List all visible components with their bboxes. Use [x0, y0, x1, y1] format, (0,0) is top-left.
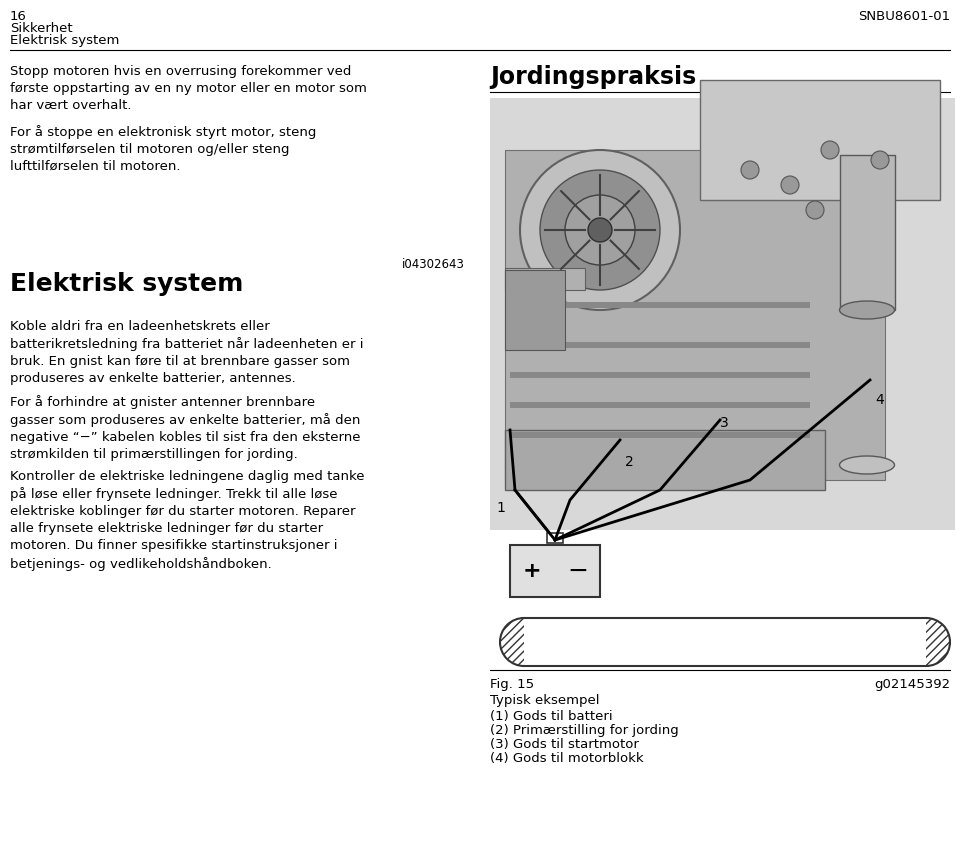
Text: i04302643: i04302643 — [402, 258, 465, 271]
Bar — [505, 150, 885, 480]
Bar — [510, 545, 600, 597]
Text: Elektrisk system: Elektrisk system — [10, 272, 244, 296]
Bar — [510, 372, 810, 378]
Text: 3: 3 — [720, 416, 729, 430]
Text: Elektrisk system: Elektrisk system — [10, 34, 119, 47]
Text: +: + — [522, 561, 541, 581]
Text: (1) Gods til batteri: (1) Gods til batteri — [490, 710, 612, 723]
Circle shape — [588, 218, 612, 242]
Bar — [547, 533, 563, 543]
Circle shape — [565, 195, 635, 265]
Bar — [490, 98, 955, 530]
Bar — [510, 432, 810, 438]
Text: Kontroller de elektriske ledningene daglig med tanke
på løse eller frynsete ledn: Kontroller de elektriske ledningene dagl… — [10, 470, 365, 571]
Text: −: − — [567, 559, 588, 583]
Circle shape — [781, 176, 799, 194]
Circle shape — [520, 150, 680, 310]
Circle shape — [806, 201, 824, 219]
Text: 2: 2 — [625, 455, 634, 469]
Text: Stopp motoren hvis en overrusing forekommer ved
første oppstarting av en ny moto: Stopp motoren hvis en overrusing forekom… — [10, 65, 367, 112]
Circle shape — [871, 151, 889, 169]
Text: Jordingspraksis: Jordingspraksis — [490, 65, 696, 89]
Text: Koble aldri fra en ladeenhetskrets eller
batterikretsledning fra batteriet når l: Koble aldri fra en ladeenhetskrets eller… — [10, 320, 364, 386]
Circle shape — [741, 161, 759, 179]
Bar — [524, 618, 926, 666]
Ellipse shape — [500, 618, 548, 666]
Bar — [840, 155, 895, 310]
Bar — [510, 302, 810, 308]
Ellipse shape — [839, 456, 895, 474]
Text: 16: 16 — [10, 10, 27, 23]
Ellipse shape — [839, 301, 895, 319]
Bar — [700, 80, 940, 200]
Text: 1: 1 — [496, 501, 505, 515]
Bar — [505, 270, 565, 350]
Circle shape — [540, 170, 660, 290]
Text: SNBU8601-01: SNBU8601-01 — [858, 10, 950, 23]
Ellipse shape — [902, 618, 950, 666]
Text: (2) Primærstilling for jording: (2) Primærstilling for jording — [490, 724, 679, 737]
Text: For å forhindre at gnister antenner brennbare
gasser som produseres av enkelte b: For å forhindre at gnister antenner bren… — [10, 395, 361, 462]
Text: For å stoppe en elektronisk styrt motor, steng
strømtilførselen til motoren og/e: For å stoppe en elektronisk styrt motor,… — [10, 125, 317, 173]
Circle shape — [821, 141, 839, 159]
Bar — [505, 268, 585, 290]
Bar — [510, 342, 810, 348]
Text: (3) Gods til startmotor: (3) Gods til startmotor — [490, 738, 638, 751]
Bar — [505, 430, 825, 490]
Text: Fig. 15: Fig. 15 — [490, 678, 534, 691]
Text: (4) Gods til motorblokk: (4) Gods til motorblokk — [490, 752, 643, 765]
Text: 4: 4 — [875, 393, 884, 407]
Bar — [510, 402, 810, 408]
Text: Typisk eksempel: Typisk eksempel — [490, 694, 599, 707]
Text: g02145392: g02145392 — [874, 678, 950, 691]
Text: Sikkerhet: Sikkerhet — [10, 22, 73, 35]
